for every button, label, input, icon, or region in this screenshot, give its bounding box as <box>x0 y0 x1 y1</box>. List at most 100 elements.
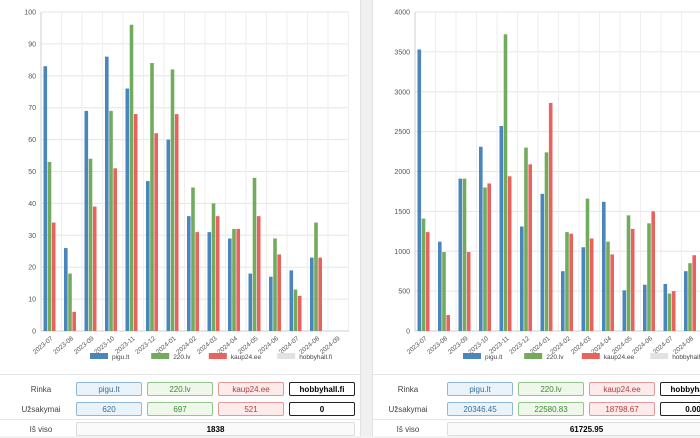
bar-pigu-lt[interactable] <box>622 290 627 331</box>
bar-kaup24-ee[interactable] <box>318 257 322 331</box>
bar-pigu-lt[interactable] <box>84 110 89 331</box>
bar-kaup24-ee[interactable] <box>548 102 553 331</box>
bar-kaup24-ee[interactable] <box>215 216 220 331</box>
legend-swatch[interactable] <box>208 353 227 359</box>
bar-pigu-lt[interactable] <box>520 226 524 331</box>
bar-kaup24-ee[interactable] <box>72 311 76 331</box>
legend-label[interactable]: kaup24.ee <box>231 354 262 361</box>
bar-220-lv[interactable] <box>293 289 298 331</box>
bar-220-lv[interactable] <box>585 198 590 331</box>
market-220[interactable]: 220.lv <box>518 382 584 396</box>
bar-pigu-lt[interactable] <box>146 181 150 331</box>
bar-kaup24-ee[interactable] <box>256 216 261 331</box>
bar-kaup24-ee[interactable] <box>466 252 471 331</box>
legend-swatch[interactable] <box>90 353 108 359</box>
bar-220-lv[interactable] <box>88 158 93 331</box>
bar-220-lv[interactable] <box>273 238 277 331</box>
bar-pigu-lt[interactable] <box>64 248 68 331</box>
legend-swatch[interactable] <box>277 353 296 359</box>
bar-kaup24-ee[interactable] <box>507 176 512 331</box>
legend-swatch[interactable] <box>151 353 170 359</box>
bar-kaup24-ee[interactable] <box>528 164 532 331</box>
bar-pigu-lt[interactable] <box>438 241 442 331</box>
bar-220-lv[interactable] <box>565 232 569 331</box>
bar-220-lv[interactable] <box>47 161 52 331</box>
bar-kaup24-ee[interactable] <box>610 254 614 331</box>
bar-pigu-lt[interactable] <box>166 139 171 331</box>
bar-220-lv[interactable] <box>606 241 610 331</box>
bar-kaup24-ee[interactable] <box>113 168 117 331</box>
legend-label[interactable]: pigu.lt <box>485 354 503 361</box>
bar-kaup24-ee[interactable] <box>133 114 138 331</box>
bar-pigu-lt[interactable] <box>417 49 422 332</box>
bar-pigu-lt[interactable] <box>643 284 647 331</box>
bar-kaup24-ee[interactable] <box>297 295 302 331</box>
bar-pigu-lt[interactable] <box>228 238 232 331</box>
legend-label[interactable]: kaup24.ee <box>604 354 635 361</box>
bar-pigu-lt[interactable] <box>499 126 504 331</box>
bar-220-lv[interactable] <box>462 178 467 331</box>
legend-label[interactable]: 220.lv <box>546 354 564 361</box>
market-hobbyhall[interactable]: hobbyhall.fi <box>660 382 700 396</box>
bar-pigu-lt[interactable] <box>187 216 191 331</box>
bar-kaup24-ee[interactable] <box>671 291 676 331</box>
bar-kaup24-ee[interactable] <box>195 232 199 331</box>
legend-swatch[interactable] <box>463 353 481 359</box>
bar-pigu-lt[interactable] <box>663 283 668 331</box>
bar-220-lv[interactable] <box>688 263 692 331</box>
bar-pigu-lt[interactable] <box>248 273 253 331</box>
legend-swatch[interactable] <box>524 353 543 359</box>
bar-pigu-lt[interactable] <box>310 257 314 331</box>
legend-swatch[interactable] <box>581 353 600 359</box>
bar-220-lv[interactable] <box>150 63 154 331</box>
bar-pigu-lt[interactable] <box>125 88 130 331</box>
market-kaup24[interactable]: kaup24.ee <box>218 382 284 396</box>
bar-pigu-lt[interactable] <box>602 201 606 331</box>
market-kaup24[interactable]: kaup24.ee <box>589 382 655 396</box>
bar-kaup24-ee[interactable] <box>277 254 281 331</box>
bar-220-lv[interactable] <box>524 147 528 331</box>
bar-kaup24-ee[interactable] <box>569 233 573 331</box>
legend-label[interactable]: hobbyhall.fi <box>299 354 332 361</box>
bar-220-lv[interactable] <box>129 24 134 331</box>
market-220[interactable]: 220.lv <box>147 382 213 396</box>
bar-220-lv[interactable] <box>626 215 631 331</box>
bar-kaup24-ee[interactable] <box>487 183 491 331</box>
bar-kaup24-ee[interactable] <box>236 228 240 331</box>
bar-220-lv[interactable] <box>647 223 651 331</box>
bar-pigu-lt[interactable] <box>289 270 294 331</box>
legend-label[interactable]: 220.lv <box>173 354 191 361</box>
bar-kaup24-ee[interactable] <box>425 232 430 331</box>
bar-pigu-lt[interactable] <box>269 276 273 331</box>
bar-pigu-lt[interactable] <box>540 193 545 331</box>
bar-pigu-lt[interactable] <box>479 146 483 331</box>
bar-kaup24-ee[interactable] <box>92 206 97 331</box>
bar-kaup24-ee[interactable] <box>154 133 158 331</box>
bar-pigu-lt[interactable] <box>581 247 586 331</box>
bar-220-lv[interactable] <box>252 177 257 331</box>
bar-220-lv[interactable] <box>442 252 446 331</box>
bar-220-lv[interactable] <box>483 187 487 331</box>
bar-kaup24-ee[interactable] <box>174 114 179 331</box>
bar-220-lv[interactable] <box>211 203 216 331</box>
bar-pigu-lt[interactable] <box>458 178 463 331</box>
bar-220-lv[interactable] <box>232 228 236 331</box>
bar-kaup24-ee[interactable] <box>692 255 696 331</box>
bar-pigu-lt[interactable] <box>105 56 109 331</box>
bar-220-lv[interactable] <box>68 273 72 331</box>
bar-kaup24-ee[interactable] <box>651 211 655 331</box>
bar-220-lv[interactable] <box>544 152 549 331</box>
bar-kaup24-ee[interactable] <box>589 238 594 331</box>
market-hobbyhall[interactable]: hobbyhall.fi <box>289 382 355 396</box>
bar-pigu-lt[interactable] <box>207 232 212 331</box>
bar-220-lv[interactable] <box>191 187 195 331</box>
market-pigu[interactable]: pigu.lt <box>76 382 142 396</box>
bar-220-lv[interactable] <box>421 218 426 331</box>
legend-label[interactable]: hobbyhall.fi <box>672 354 700 361</box>
bar-220-lv[interactable] <box>109 110 113 331</box>
bar-kaup24-ee[interactable] <box>51 222 56 331</box>
bar-kaup24-ee[interactable] <box>630 228 635 331</box>
bar-220-lv[interactable] <box>314 222 318 331</box>
bar-pigu-lt[interactable] <box>561 271 565 331</box>
market-pigu[interactable]: pigu.lt <box>447 382 513 396</box>
